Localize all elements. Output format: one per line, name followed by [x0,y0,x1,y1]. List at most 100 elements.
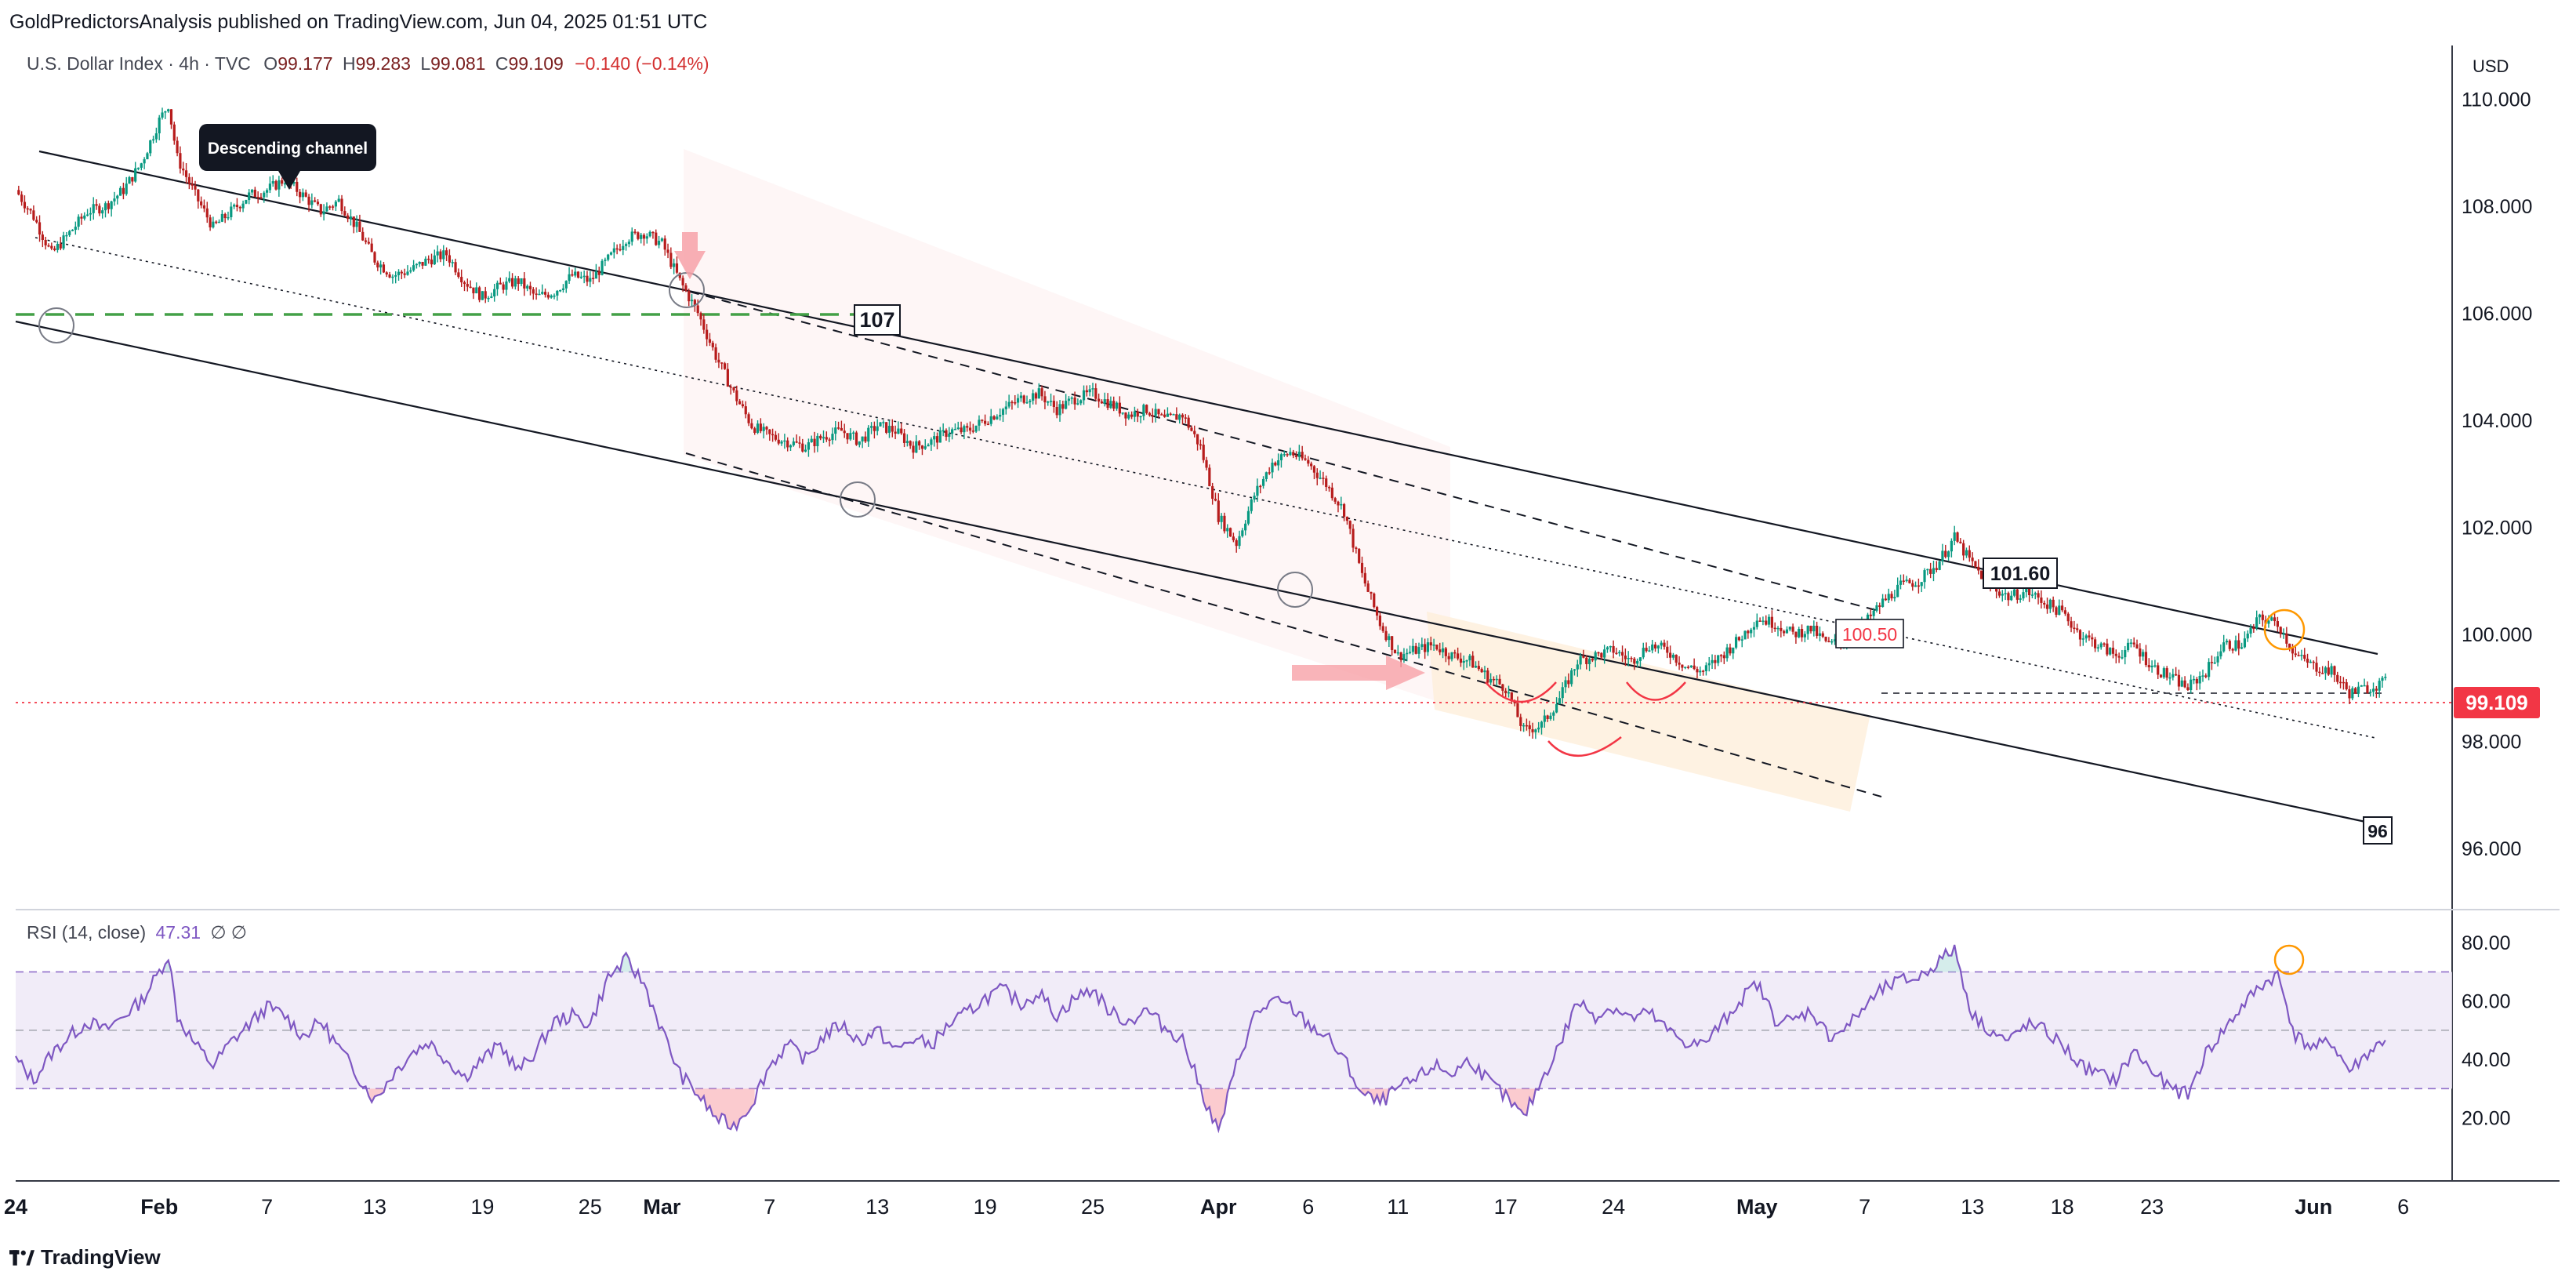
candle-body[interactable] [202,205,206,209]
candle-body[interactable] [47,245,50,247]
candle-body[interactable] [999,415,1002,417]
candle-body[interactable] [274,181,278,190]
candle-body[interactable] [1693,665,1696,670]
candle-body[interactable] [1498,678,1501,685]
candle-body[interactable] [831,434,834,441]
candle-body[interactable] [819,435,822,439]
candle-body[interactable] [1483,670,1486,673]
candle-body[interactable] [1337,501,1340,506]
candle-body[interactable] [394,274,397,277]
candle-body[interactable] [2157,665,2160,675]
candle-body[interactable] [568,274,571,282]
candle-body[interactable] [2321,673,2324,674]
candle-body[interactable] [2175,674,2178,676]
candle-body[interactable] [463,282,466,285]
candle-body[interactable] [1402,654,1406,660]
candle-body[interactable] [508,278,511,282]
candle-body[interactable] [1330,487,1333,499]
candle-body[interactable] [528,285,532,289]
candle-body[interactable] [35,220,38,223]
candle-body[interactable] [2363,685,2366,687]
candle-body[interactable] [1142,405,1145,416]
candle-body[interactable] [316,202,320,205]
candle-body[interactable] [1322,478,1325,479]
candle-body[interactable] [1752,627,1756,630]
candle-body[interactable] [1803,634,1806,638]
candle-body[interactable] [630,231,633,242]
candle-body[interactable] [517,278,520,285]
candle-body[interactable] [2258,614,2262,618]
candle-body[interactable] [1381,626,1384,631]
candle-body[interactable] [996,416,999,420]
candle-body[interactable] [1555,704,1558,713]
candle-body[interactable] [1424,644,1427,652]
candle-body[interactable] [220,213,223,222]
candle-body[interactable] [1495,678,1498,681]
candle-body[interactable] [1029,400,1032,402]
candle-body[interactable] [1016,398,1020,403]
candle-body[interactable] [1408,652,1412,653]
candle-body[interactable] [1522,725,1526,727]
candle-body[interactable] [1656,645,1660,648]
candle-body[interactable] [633,231,637,233]
candle-body[interactable] [526,285,529,289]
candle-body[interactable] [1223,515,1226,532]
candle-body[interactable] [690,300,694,302]
candle-body[interactable] [1271,463,1274,473]
candle-body[interactable] [283,183,287,185]
candle-body[interactable] [1585,657,1588,664]
candle-body[interactable] [2109,648,2112,655]
candle-body[interactable] [553,295,556,297]
candle-body[interactable] [1767,616,1771,625]
candle-body[interactable] [1737,637,1740,641]
candle-body[interactable] [400,271,403,274]
candle-body[interactable] [495,282,499,289]
candle-body[interactable] [1238,536,1241,547]
candle-body[interactable] [1732,647,1735,654]
candle-body[interactable] [125,183,128,194]
candle-body[interactable] [607,254,610,260]
candle-body[interactable] [625,244,628,246]
candle-body[interactable] [1073,398,1076,405]
candle-body[interactable] [1025,401,1029,404]
candle-body[interactable] [1510,692,1513,702]
candle-body[interactable] [1414,645,1417,654]
candle-body[interactable] [134,168,137,182]
candle-body[interactable] [604,260,607,261]
candle-body[interactable] [1325,478,1328,488]
candle-body[interactable] [2324,667,2327,674]
candle-body[interactable] [2171,674,2175,678]
candle-body[interactable] [1014,402,1017,404]
candle-body[interactable] [2381,678,2384,681]
candle-body[interactable] [600,260,604,275]
candle-body[interactable] [340,198,343,212]
candle-body[interactable] [1686,667,1690,668]
candle-body[interactable] [1866,614,1870,623]
candle-body[interactable] [1112,401,1116,409]
candle-body[interactable] [938,430,942,443]
candle-body[interactable] [230,206,233,217]
candle-body[interactable] [2117,656,2121,658]
candle-body[interactable] [1082,390,1086,401]
candle-body[interactable] [783,440,786,442]
candle-body[interactable] [2007,593,2010,601]
candle-body[interactable] [74,227,77,231]
candle-body[interactable] [1489,678,1493,683]
candle-body[interactable] [966,426,969,428]
candle-body[interactable] [1914,585,1917,587]
candle-body[interactable] [1019,395,1022,398]
candle-body[interactable] [1824,636,1827,641]
candle-body[interactable] [978,420,981,426]
candle-body[interactable] [717,359,720,363]
candle-body[interactable] [2129,642,2132,644]
candle-body[interactable] [1881,598,1885,607]
candle-body[interactable] [1043,396,1047,403]
candle-body[interactable] [1439,649,1442,652]
candle-body[interactable] [68,231,71,235]
candle-body[interactable] [1358,549,1361,563]
candle-body[interactable] [2186,687,2190,691]
candle-body[interactable] [1411,645,1414,652]
candle-body[interactable] [840,427,843,431]
candle-body[interactable] [1199,444,1202,446]
candle-body[interactable] [1620,652,1624,656]
